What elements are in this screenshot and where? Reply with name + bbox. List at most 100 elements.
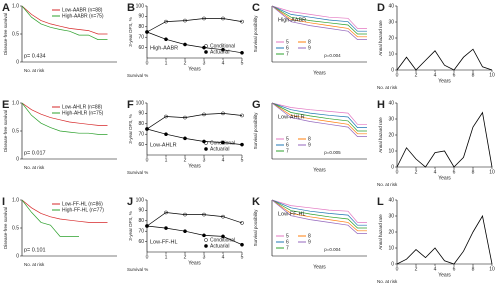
annotation: Survival % <box>127 73 148 78</box>
y-tick-label: 40 <box>388 100 394 106</box>
y-tick-label: 70 <box>138 35 144 41</box>
legend-label: High-AHLR (n=75) <box>62 110 104 116</box>
y-tick-label: 0.5 <box>12 128 19 134</box>
point <box>240 242 244 247</box>
series-line <box>146 225 243 246</box>
x-tick-label: 3 <box>203 60 206 66</box>
y-tick-label: 60 <box>138 142 144 148</box>
series-line <box>146 212 243 227</box>
y-tick-label: 100 <box>136 197 145 203</box>
legend-label: Actuarial <box>210 146 229 152</box>
annotation: No. at risk <box>24 68 45 73</box>
annotation: No. at risk <box>377 279 398 284</box>
series-line <box>271 199 367 226</box>
y-axis-label: Survival possibility <box>253 15 258 53</box>
legend-marker <box>204 147 208 151</box>
y-tick-label: 0 <box>391 164 394 170</box>
x-tick-label: 4 <box>222 254 225 260</box>
legend-label: 9 <box>308 45 311 51</box>
series-line <box>271 5 367 35</box>
legend-label: 8 <box>308 233 311 239</box>
x-tick-label: 1 <box>165 254 168 260</box>
legend-label: 7 <box>286 51 289 57</box>
x-tick-label: 10 <box>489 72 495 78</box>
legend-label: 7 <box>286 245 289 251</box>
series-line <box>21 102 108 126</box>
series-line <box>271 5 367 38</box>
y-tick-label: 0 <box>391 261 394 267</box>
legend-label: 5 <box>286 39 289 45</box>
annotation: Low-AHLR <box>150 142 177 148</box>
series-line <box>21 199 79 237</box>
series-line <box>396 111 493 168</box>
annotation: No. at risk <box>24 165 45 170</box>
series-line <box>271 102 367 137</box>
x-tick-label: 4 <box>434 266 437 272</box>
y-axis-label: Survival possibility <box>253 209 258 247</box>
legend-marker <box>204 238 208 242</box>
y-axis-label: 3-year DFS, % <box>128 114 133 144</box>
x-axis-label: Years <box>313 264 326 270</box>
x-axis-label: Years <box>438 78 451 84</box>
y-tick-label: 10 <box>388 51 394 57</box>
series-line <box>271 199 367 234</box>
panel-label: J <box>127 196 133 208</box>
y-axis-label: Annal hazard rate <box>378 117 383 153</box>
y-tick-label: 20 <box>388 35 394 41</box>
x-tick-label: 6 <box>453 72 456 78</box>
legend-label: Low-FF-HL (n=86) <box>62 201 103 207</box>
series-line <box>21 102 108 135</box>
series-line <box>271 102 367 125</box>
y-tick-label: 70 <box>138 229 144 235</box>
legend-label: 5 <box>286 136 289 142</box>
x-tick-label: 3 <box>203 254 206 260</box>
series-line <box>146 113 243 130</box>
x-axis-label: Years <box>438 272 451 278</box>
x-tick-label: 10 <box>489 266 495 272</box>
panel-label: G <box>252 99 261 111</box>
y-tick-label: 1.0 <box>12 3 19 9</box>
y-axis-label: Disease-free survival <box>3 207 8 249</box>
series-line <box>271 5 367 32</box>
y-tick-label: 30 <box>388 213 394 219</box>
series-line <box>146 31 243 54</box>
legend-label: 8 <box>308 39 311 45</box>
annotation: No. at risk <box>377 182 398 187</box>
y-axis-label: Annal hazard rate <box>378 20 383 56</box>
panel-label: L <box>377 196 384 208</box>
x-tick-label: 2 <box>415 266 418 272</box>
annotation: p= 0.017 <box>24 150 46 156</box>
x-tick-label: 2 <box>415 169 418 175</box>
series-line <box>21 5 108 40</box>
legend-label: High-FF-HL (n=77) <box>62 207 104 213</box>
x-tick-label: 2 <box>184 254 187 260</box>
y-tick-label: 40 <box>388 197 394 203</box>
x-tick-label: 0 <box>146 60 149 66</box>
series-line <box>21 5 108 35</box>
y-tick-label: 0 <box>16 156 19 162</box>
y-tick-label: 30 <box>388 19 394 25</box>
y-tick-label: 0 <box>391 67 394 73</box>
series-line <box>271 102 367 128</box>
y-tick-label: 100 <box>136 3 145 9</box>
x-tick-label: 1 <box>165 157 168 163</box>
annotation: High-AABR <box>150 45 178 51</box>
legend-label: 6 <box>286 45 289 51</box>
x-tick-label: 6 <box>453 266 456 272</box>
y-tick-label: 0.5 <box>12 31 19 37</box>
panel-label: E <box>2 99 9 111</box>
x-tick-label: 8 <box>472 72 475 78</box>
series-line <box>271 5 367 40</box>
y-tick-label: 80 <box>138 121 144 127</box>
legend-label: High-AABR (n=75) <box>62 13 104 19</box>
x-tick-label: 0 <box>396 72 399 78</box>
x-tick-label: 4 <box>222 60 225 66</box>
x-tick-label: 4 <box>434 72 437 78</box>
annotation: p=0.005 <box>324 150 341 155</box>
x-axis-label: Years <box>188 260 201 266</box>
x-tick-label: 1 <box>165 60 168 66</box>
series-line <box>271 199 367 232</box>
legend-label: Conditional <box>210 43 235 49</box>
y-tick-label: 80 <box>138 24 144 30</box>
y-axis-label: Annal hazard rate <box>378 214 383 250</box>
